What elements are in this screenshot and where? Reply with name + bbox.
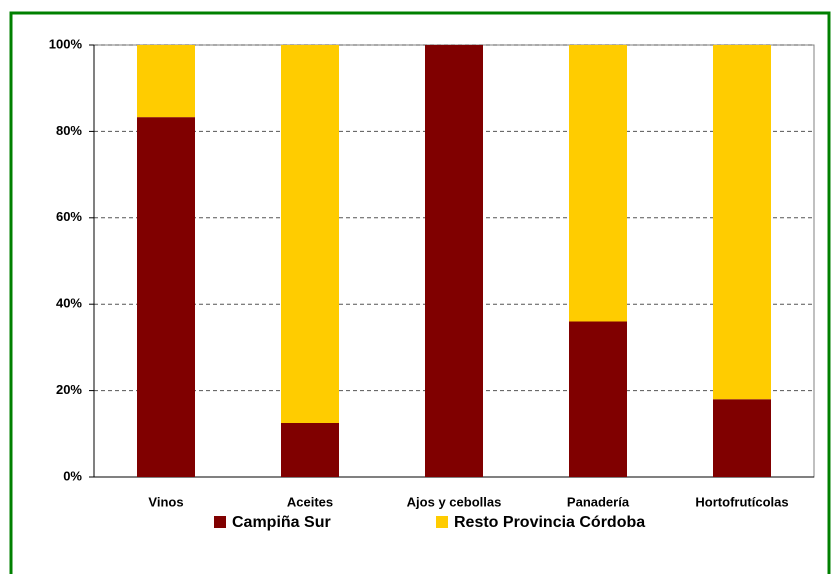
legend-swatch xyxy=(436,516,448,528)
y-tick-label: 20% xyxy=(56,382,82,397)
y-tick-label: 80% xyxy=(56,123,82,138)
bar-segment xyxy=(425,45,483,477)
bar-segment xyxy=(281,45,339,423)
bar-segment xyxy=(281,423,339,477)
x-tick-label: Hortofrutícolas xyxy=(695,494,788,509)
bar-segment xyxy=(713,399,771,477)
chart-frame xyxy=(9,11,831,574)
y-tick-label: 0% xyxy=(63,468,82,483)
bar-segment xyxy=(713,45,771,400)
y-tick-label: 40% xyxy=(56,296,82,311)
x-tick-label: Vinos xyxy=(148,494,183,509)
legend-label: Resto Provincia Córdoba xyxy=(454,514,645,531)
legend-label: Campiña Sur xyxy=(232,514,331,531)
y-tick-label: 100% xyxy=(49,36,83,51)
bar-segment xyxy=(137,45,195,118)
x-tick-label: Panadería xyxy=(567,494,630,509)
legend-swatch xyxy=(214,516,226,528)
bar-segment xyxy=(137,117,195,478)
y-tick-label: 60% xyxy=(56,209,82,224)
x-tick-label: Aceites xyxy=(287,494,333,509)
bar-segment xyxy=(569,321,627,477)
x-tick-label: Ajos y cebollas xyxy=(407,494,502,509)
bar-segment xyxy=(569,45,627,322)
